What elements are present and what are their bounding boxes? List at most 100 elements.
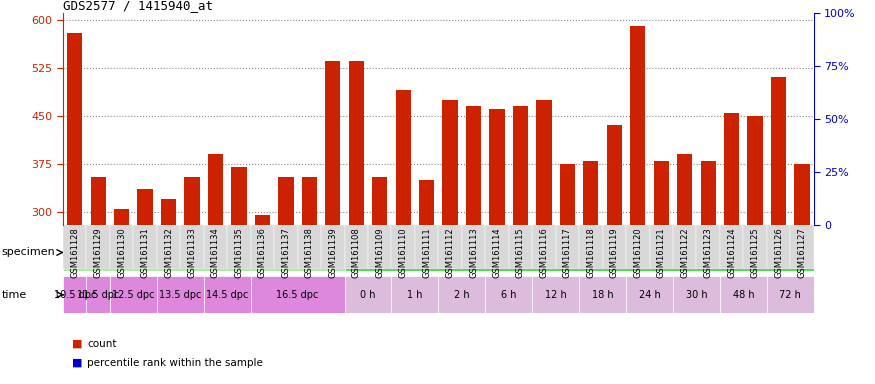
Bar <box>63 276 87 313</box>
Bar <box>396 90 410 384</box>
Point <box>443 27 457 33</box>
Point <box>724 27 738 33</box>
Point <box>396 27 410 33</box>
Point <box>560 31 574 38</box>
Bar <box>486 225 508 269</box>
Bar <box>345 276 391 313</box>
Text: 11.5 dpc: 11.5 dpc <box>77 290 119 300</box>
Bar <box>673 225 696 269</box>
Bar <box>161 199 176 384</box>
Bar <box>228 225 251 269</box>
Bar <box>345 225 368 269</box>
Bar <box>626 225 649 269</box>
Bar <box>251 276 345 313</box>
Bar <box>204 276 251 313</box>
Point <box>255 42 270 48</box>
Bar <box>489 109 505 384</box>
Bar <box>696 225 720 269</box>
Bar <box>208 154 223 384</box>
Bar <box>443 100 458 384</box>
Bar <box>231 167 247 384</box>
Bar <box>87 276 110 313</box>
Bar <box>278 177 293 384</box>
Point <box>607 29 621 35</box>
Bar <box>649 225 673 269</box>
Point <box>420 33 434 40</box>
Bar <box>536 100 551 384</box>
Bar <box>513 106 528 384</box>
Text: 2 h: 2 h <box>454 290 470 300</box>
Bar <box>368 225 391 269</box>
Bar <box>584 161 598 384</box>
Bar <box>63 225 87 269</box>
Bar <box>794 164 809 384</box>
Bar <box>91 177 106 384</box>
Text: 18 h: 18 h <box>592 290 613 300</box>
Text: 12.5 dpc: 12.5 dpc <box>112 290 155 300</box>
Bar <box>274 225 298 269</box>
Bar <box>114 209 130 384</box>
Bar <box>391 276 438 313</box>
Bar <box>345 234 814 271</box>
Bar <box>626 276 673 313</box>
Bar <box>157 225 180 269</box>
Text: developing liver: developing liver <box>157 246 251 259</box>
Point <box>232 38 246 44</box>
Bar <box>766 276 814 313</box>
Point <box>537 27 551 33</box>
Text: count: count <box>88 339 117 349</box>
Bar <box>137 189 153 384</box>
Bar <box>302 177 317 384</box>
Bar <box>603 225 626 269</box>
Text: time: time <box>2 290 27 300</box>
Bar <box>560 164 575 384</box>
Bar <box>438 276 486 313</box>
Bar <box>110 225 133 269</box>
Text: ■: ■ <box>72 358 82 368</box>
Bar <box>185 177 200 384</box>
Text: 6 h: 6 h <box>501 290 516 300</box>
Point <box>795 31 809 38</box>
Point <box>67 15 81 21</box>
Bar <box>180 225 204 269</box>
Bar <box>372 177 388 384</box>
Bar <box>133 225 157 269</box>
Bar <box>462 225 486 269</box>
Bar <box>251 225 274 269</box>
Bar <box>508 225 532 269</box>
Text: ■: ■ <box>72 339 82 349</box>
Text: 72 h: 72 h <box>780 290 802 300</box>
Bar <box>419 180 434 384</box>
Bar <box>766 225 790 269</box>
Point <box>466 29 480 35</box>
Text: 30 h: 30 h <box>686 290 707 300</box>
Point <box>138 36 152 42</box>
Point <box>514 29 528 35</box>
Point <box>772 25 786 31</box>
Text: percentile rank within the sample: percentile rank within the sample <box>88 358 263 368</box>
Bar <box>157 276 204 313</box>
Bar <box>701 161 716 384</box>
Bar <box>677 154 692 384</box>
Bar <box>486 276 532 313</box>
Text: specimen: specimen <box>2 247 55 258</box>
Bar <box>438 225 462 269</box>
Point <box>678 29 692 35</box>
Point <box>162 36 176 42</box>
Bar <box>63 234 345 271</box>
Bar <box>67 33 82 384</box>
Bar <box>204 225 228 269</box>
Text: 12 h: 12 h <box>545 290 566 300</box>
Bar <box>724 113 739 384</box>
Bar <box>466 106 481 384</box>
Text: 0 h: 0 h <box>360 290 375 300</box>
Text: regenerating liver: regenerating liver <box>526 246 633 259</box>
Bar <box>391 225 415 269</box>
Text: 1 h: 1 h <box>407 290 423 300</box>
Bar <box>579 276 626 313</box>
Bar <box>348 61 364 384</box>
Point <box>115 36 129 42</box>
Bar <box>556 225 579 269</box>
Point <box>701 29 715 35</box>
Bar <box>255 215 270 384</box>
